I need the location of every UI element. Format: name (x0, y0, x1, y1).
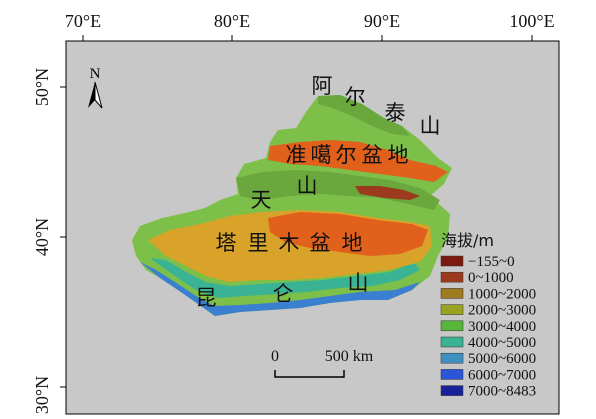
region-kunlun-mid (150, 258, 420, 298)
label-tarim-char: 木 (279, 231, 300, 255)
legend-swatch (440, 352, 464, 364)
label-tarim-char: 里 (248, 231, 269, 255)
legend-swatch (440, 271, 464, 283)
region-kunlun-high (140, 262, 420, 316)
lon-label-100: 100°E (509, 11, 554, 31)
legend-label: 5000~6000 (468, 351, 536, 367)
legend-swatch (440, 336, 464, 348)
legend-label: 2000~3000 (468, 303, 536, 319)
legend-label: 1000~2000 (468, 286, 536, 302)
lat-label-30: 30°N (32, 376, 52, 414)
label-junggar-char: 地 (388, 143, 409, 167)
region-altai (318, 95, 410, 136)
legend: 海拔/m −155~00~10001000~20002000~30003000~… (440, 231, 536, 400)
label-junggar-char: 噶 (311, 143, 332, 167)
label-tarim-char: 盆 (310, 231, 331, 255)
label-junggar-char: 准 (286, 143, 307, 167)
label-altai-char: 山 (420, 114, 441, 138)
scale-line (274, 370, 345, 378)
scale-end: 500 km (325, 348, 374, 365)
legend-label: 0~1000 (468, 270, 514, 286)
label-kunlun-char: 山 (348, 271, 369, 295)
legend-swatch (440, 320, 464, 332)
label-tarim: 塔 里 木 盆 地 (216, 231, 363, 255)
legend-swatch (440, 369, 464, 380)
label-junggar-char: 盆 (362, 143, 383, 167)
legend-items: −155~00~10001000~20002000~30003000~40004… (440, 254, 536, 400)
lat-label-40: 40°N (32, 218, 52, 256)
region-tarim-lowland (268, 212, 428, 256)
legend-swatch (440, 288, 464, 299)
legend-label: 6000~7000 (468, 367, 536, 383)
legend-label: −155~0 (468, 254, 515, 270)
label-tianshan: 天 山 (251, 174, 318, 212)
label-kunlun: 昆 仑 山 (196, 271, 369, 310)
label-tarim-char: 塔 (216, 231, 237, 255)
left-ticks (60, 86, 66, 388)
north-label: N (90, 66, 101, 82)
lon-label-80: 80°E (214, 11, 250, 31)
label-tarim-char: 地 (342, 231, 363, 255)
legend-title: 海拔/m (441, 231, 494, 250)
label-altai-char: 尔 (345, 85, 366, 109)
region-junggar-basin (268, 140, 448, 182)
label-altai: 阿 尔 泰 山 (312, 74, 441, 138)
label-altai-char: 阿 (312, 74, 333, 98)
label-junggar-char: 尔 (336, 143, 357, 167)
north-arrow-icon (88, 81, 103, 109)
legend-swatch (440, 385, 464, 396)
legend-swatch (440, 255, 464, 267)
lon-label-70: 70°E (65, 11, 101, 31)
region-tianshan (236, 170, 440, 210)
label-tianshan-char: 山 (297, 174, 318, 198)
label-kunlun-char: 昆 (196, 286, 217, 310)
legend-label: 3000~4000 (468, 319, 536, 335)
lat-label-50: 50°N (32, 68, 52, 106)
label-kunlun-char: 仑 (273, 282, 294, 306)
legend-label: 4000~5000 (468, 335, 536, 351)
legend-swatch (440, 304, 464, 315)
scale-bar: 0 500 km (271, 348, 374, 378)
scale-start: 0 (271, 348, 279, 365)
region-turpan-lowland (355, 186, 420, 200)
label-junggar: 准 噶 尔 盆 地 (286, 143, 409, 167)
label-tianshan-char: 天 (251, 188, 272, 212)
label-altai-char: 泰 (385, 101, 406, 125)
top-ticks (82, 35, 533, 41)
lon-label-90: 90°E (364, 11, 400, 31)
legend-label: 7000~8483 (468, 384, 536, 400)
